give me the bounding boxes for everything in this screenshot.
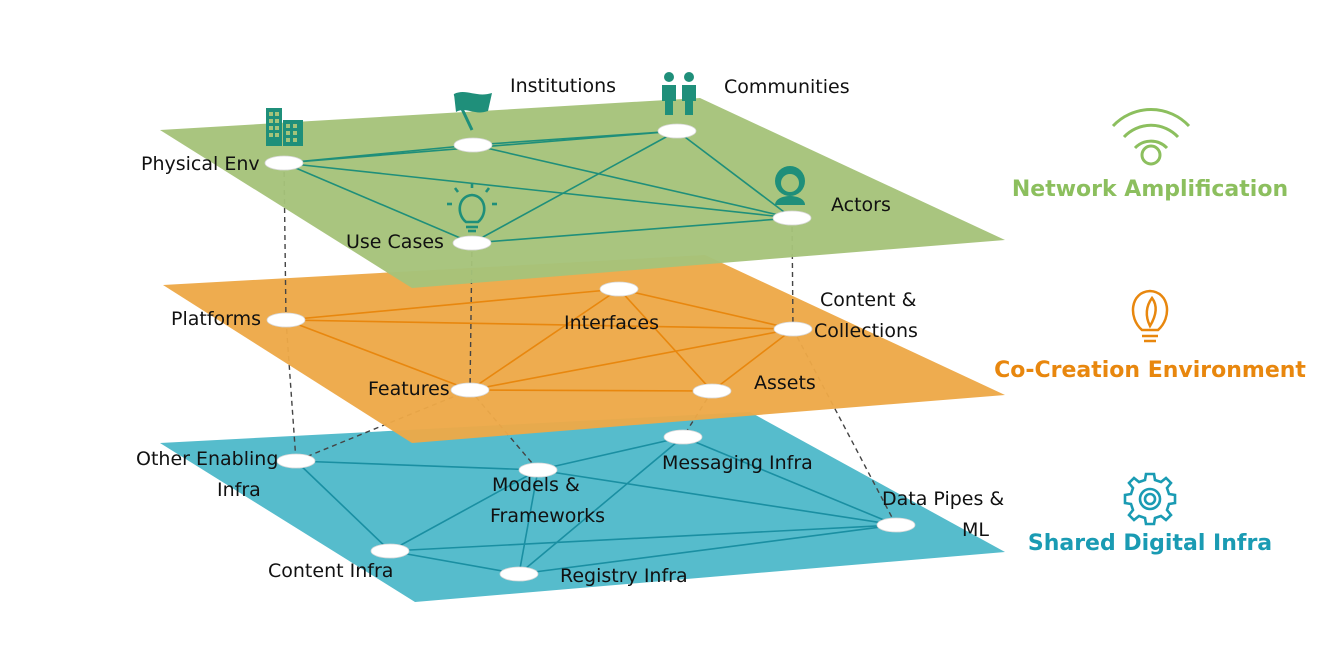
legend-network-amplification: Network Amplification xyxy=(1012,177,1288,202)
node-registry-infra xyxy=(499,566,539,582)
node-other-enabling-infra xyxy=(276,453,316,469)
lightbulb-idea-icon xyxy=(447,183,497,233)
node-institutions xyxy=(453,137,493,153)
label-platforms: Platforms xyxy=(171,308,261,330)
label-communities: Communities xyxy=(724,76,850,98)
people-icon xyxy=(662,72,696,115)
person-avatar-icon xyxy=(775,166,805,205)
label-use-cases: Use Cases xyxy=(346,231,444,253)
middle-layer-nodes xyxy=(266,281,813,399)
layer-bottom-plane xyxy=(160,412,1005,602)
label-other-enabling-line1: Other Enabling xyxy=(136,448,278,470)
label-interfaces: Interfaces xyxy=(564,312,659,334)
middle-layer-edges xyxy=(285,288,794,392)
label-content-collections-line2: Collections xyxy=(814,320,918,342)
label-features: Features xyxy=(368,378,450,400)
label-institutions: Institutions xyxy=(510,75,616,97)
node-content-infra xyxy=(370,543,410,559)
label-data-pipes-line1: Data Pipes & xyxy=(882,488,1004,510)
node-messaging-infra xyxy=(663,429,703,445)
node-interfaces xyxy=(599,281,639,297)
label-content-infra: Content Infra xyxy=(268,560,393,582)
top-layer-edges xyxy=(283,130,793,244)
node-features xyxy=(450,382,490,398)
node-communities xyxy=(657,123,697,139)
node-use-cases xyxy=(452,235,492,251)
bottom-layer-edges xyxy=(295,436,897,575)
label-registry-infra: Registry Infra xyxy=(560,565,688,587)
node-data-pipes-ml xyxy=(876,517,916,533)
label-models-line1: Models & xyxy=(492,474,580,496)
building-icon xyxy=(266,108,303,146)
bottom-layer-nodes xyxy=(276,429,916,582)
layer-top-plane xyxy=(160,98,1005,288)
node-content-collections xyxy=(773,321,813,337)
label-physical-env: Physical Env xyxy=(141,153,260,175)
label-content-collections-line1: Content & xyxy=(820,289,917,311)
node-platforms xyxy=(266,312,306,328)
label-actors: Actors xyxy=(831,194,891,216)
label-other-enabling-line2: Infra xyxy=(217,479,261,501)
node-assets xyxy=(692,383,732,399)
lightbulb-leaf-icon xyxy=(1131,289,1169,343)
layer-middle-plane xyxy=(163,255,1005,443)
legend-co-creation-environment: Co-Creation Environment xyxy=(994,358,1306,383)
gear-icon xyxy=(1123,472,1177,526)
wifi-icon xyxy=(1111,108,1191,166)
flag-icon xyxy=(453,92,492,131)
label-models-line2: Frameworks xyxy=(490,505,605,527)
node-actors xyxy=(772,210,812,226)
label-assets: Assets xyxy=(754,372,816,394)
top-layer-nodes xyxy=(264,123,812,251)
legend-shared-digital-infra: Shared Digital Infra xyxy=(1028,531,1272,556)
node-physical-env xyxy=(264,155,304,171)
node-models-frameworks xyxy=(518,462,558,478)
label-data-pipes-line2: ML xyxy=(962,519,989,541)
label-messaging-infra: Messaging Infra xyxy=(662,452,813,474)
